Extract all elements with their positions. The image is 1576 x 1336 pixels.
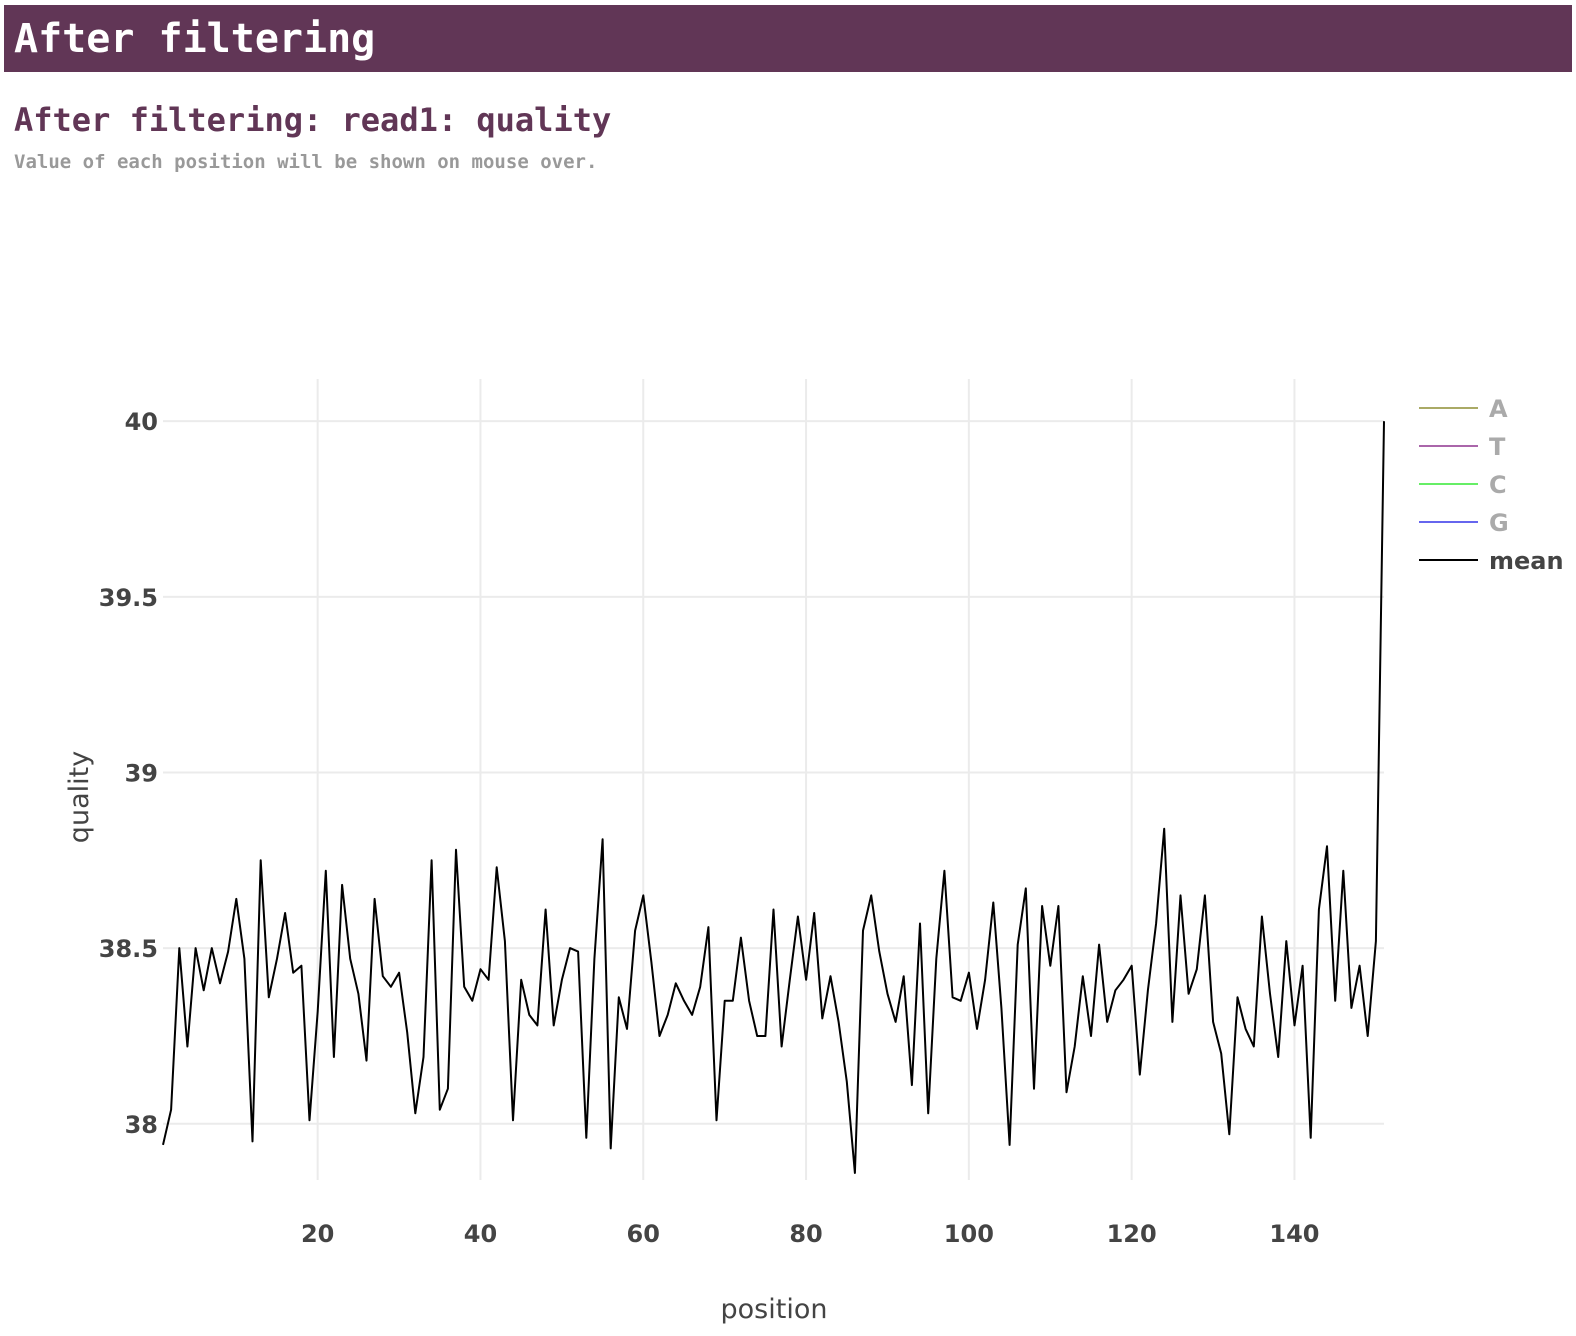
x-tick-label: 80 — [789, 1220, 822, 1248]
legend-label: T — [1489, 433, 1506, 461]
mouse-over-hint: Value of each position will be shown on … — [14, 151, 598, 173]
legend-item-C[interactable]: C — [1419, 471, 1507, 499]
legend-item-A[interactable]: A — [1419, 395, 1508, 423]
x-tick-label: 140 — [1269, 1220, 1319, 1248]
x-axis-ticks: 20 40 60 80 100 120 140 — [301, 1220, 1320, 1248]
y-tick-label: 39 — [125, 759, 158, 787]
x-axis-title: position — [721, 1294, 828, 1325]
series-line-mean[interactable] — [162, 421, 1385, 1174]
plot-area[interactable] — [162, 421, 1385, 1174]
legend-item-T[interactable]: T — [1419, 433, 1506, 461]
legend-label: A — [1489, 395, 1508, 423]
legend-label: C — [1489, 471, 1507, 499]
x-tick-label: 20 — [301, 1220, 334, 1248]
banner-title: After filtering — [14, 16, 376, 62]
section-banner: After filtering — [4, 5, 1572, 72]
legend-item-mean[interactable]: mean — [1419, 547, 1564, 575]
legend-item-G[interactable]: G — [1419, 509, 1509, 537]
x-tick-label: 60 — [627, 1220, 660, 1248]
x-tick-label: 100 — [944, 1220, 994, 1248]
x-tick-label: 120 — [1107, 1220, 1157, 1248]
grid-lines — [163, 379, 1384, 1180]
y-tick-label: 40 — [125, 408, 158, 436]
y-axis-ticks: 38 38.5 39 39.5 40 — [99, 408, 158, 1139]
y-tick-label: 39.5 — [99, 584, 158, 612]
y-tick-label: 38.5 — [99, 935, 158, 963]
x-tick-label: 40 — [464, 1220, 497, 1248]
y-tick-label: 38 — [125, 1111, 158, 1139]
legend-label: mean — [1489, 547, 1564, 575]
y-axis-title: quality — [64, 751, 95, 843]
chart-section-title: After filtering: read1: quality — [14, 101, 612, 139]
legend-label: G — [1489, 509, 1509, 537]
